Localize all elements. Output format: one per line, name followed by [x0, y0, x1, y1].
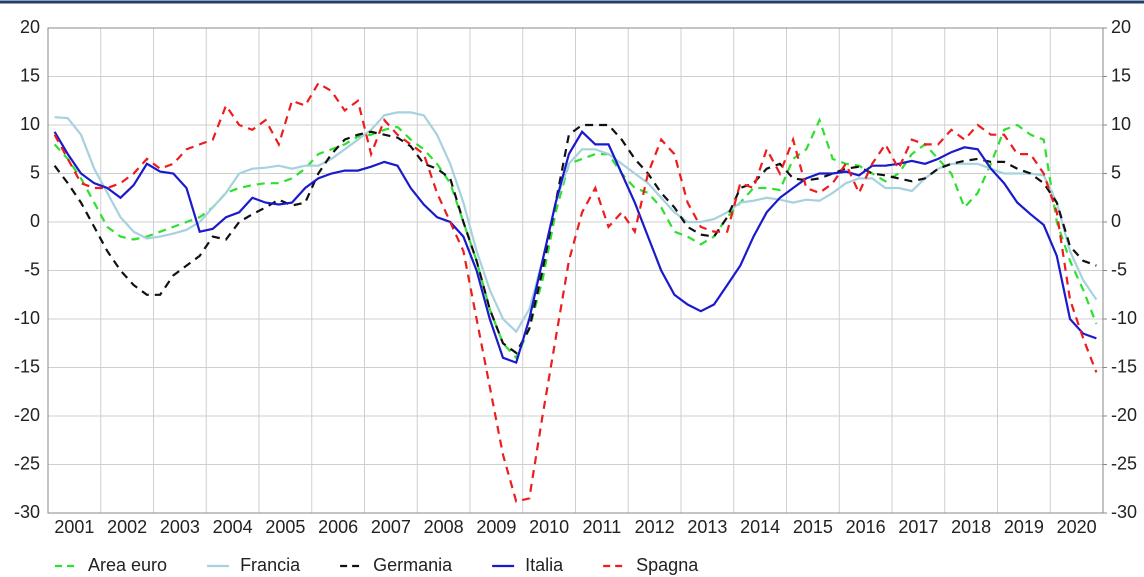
y-tick-label: 5 — [30, 162, 40, 182]
y-tick-label: -15 — [14, 356, 40, 376]
series-line — [53, 81, 1098, 503]
x-tick-label: 2005 — [265, 517, 305, 537]
y-tick-label: 20 — [20, 17, 40, 37]
x-tick-label: 2007 — [371, 517, 411, 537]
y-tick-label: -10 — [14, 308, 40, 328]
series-line — [53, 117, 1098, 360]
legend-label: Spagna — [636, 555, 699, 575]
y2-tick-label: 0 — [1111, 211, 1121, 231]
x-tick-label: 2001 — [54, 517, 94, 537]
y-tick-label: 0 — [30, 211, 40, 231]
legend-label: Francia — [240, 555, 301, 575]
x-tick-label: 2009 — [476, 517, 516, 537]
x-tick-label: 2017 — [898, 517, 938, 537]
x-tick-label: 2006 — [318, 517, 358, 537]
x-tick-label: 2015 — [793, 517, 833, 537]
y-tick-label: -25 — [14, 453, 40, 473]
x-tick-label: 2013 — [687, 517, 727, 537]
legend-label: Germania — [373, 555, 453, 575]
x-tick-label: 2014 — [740, 517, 780, 537]
y2-tick-label: 15 — [1111, 65, 1131, 85]
y-tick-label: 10 — [20, 114, 40, 134]
series-line — [53, 130, 1097, 365]
x-tick-label: 2016 — [846, 517, 886, 537]
y-tick-label: -20 — [14, 405, 40, 425]
plot-frame — [47, 27, 1104, 514]
y-tick-label: -5 — [24, 259, 40, 279]
x-tick-label: 2011 — [583, 517, 622, 537]
y2-tick-label: -5 — [1111, 259, 1127, 279]
x-tick-label: 2002 — [107, 517, 147, 537]
y-tick-label: -30 — [14, 502, 40, 522]
y2-tick-label: 5 — [1111, 162, 1121, 182]
x-tick-label: 2003 — [160, 517, 200, 537]
series-line — [53, 123, 1097, 355]
y-tick-label: 15 — [20, 65, 40, 85]
y2-tick-label: 10 — [1111, 114, 1131, 134]
x-tick-label: 2010 — [529, 517, 569, 537]
y2-tick-label: -10 — [1111, 308, 1137, 328]
x-tick-label: 2008 — [424, 517, 464, 537]
y2-tick-label: -20 — [1111, 405, 1137, 425]
x-tick-label: 2018 — [951, 517, 991, 537]
y2-tick-label: -15 — [1111, 356, 1137, 376]
y2-tick-label: -25 — [1111, 453, 1137, 473]
x-tick-label: 2019 — [1004, 517, 1044, 537]
x-tick-label: 2004 — [213, 517, 253, 537]
y2-tick-label: 20 — [1111, 17, 1131, 37]
x-tick-label: 2020 — [1057, 517, 1097, 537]
legend-label: Italia — [525, 555, 564, 575]
legend-label: Area euro — [88, 555, 167, 575]
y2-tick-label: -30 — [1111, 502, 1137, 522]
x-tick-label: 2012 — [635, 517, 675, 537]
series-line — [54, 111, 1098, 334]
